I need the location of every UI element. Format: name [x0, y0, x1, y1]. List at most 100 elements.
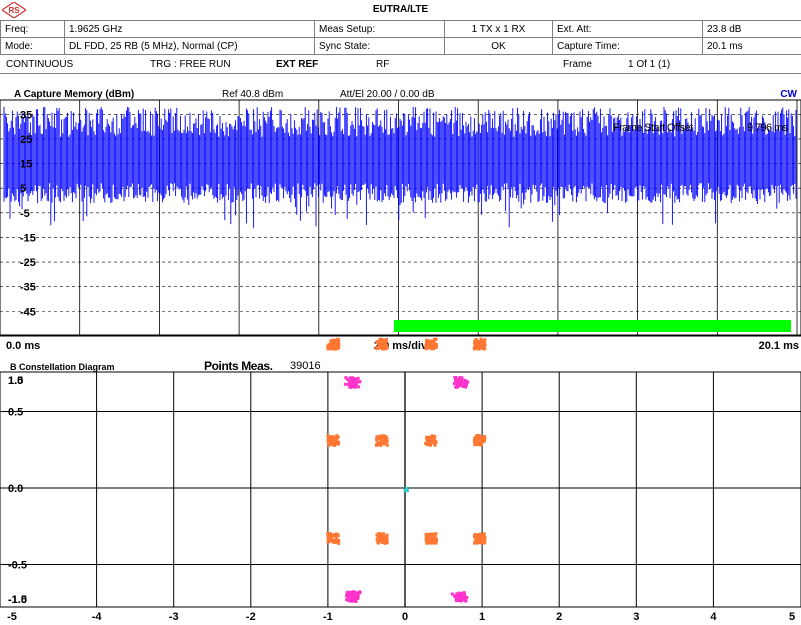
- constellation-point: [351, 377, 355, 381]
- constellation-point: [334, 343, 338, 347]
- constellation-point: [331, 342, 334, 345]
- constellation-point: [348, 599, 352, 603]
- constellation-cluster: [472, 337, 487, 351]
- constellation-panel-label: B Constellation Diagram: [10, 362, 115, 372]
- constellation-point: [475, 434, 479, 438]
- status-ext-ref: EXT REF: [276, 59, 319, 70]
- constellation-point: [474, 540, 478, 544]
- constellation-point: [375, 340, 379, 344]
- constellation-point: [326, 535, 330, 539]
- constellation-point: [375, 435, 379, 439]
- constellation-point: [453, 376, 457, 379]
- constellation-point: [474, 436, 477, 439]
- constellation-point: [477, 541, 481, 545]
- capture-trace: [3, 106, 797, 228]
- constellation-point: [379, 344, 383, 348]
- constellation-point: [459, 378, 463, 382]
- constellation-point: [425, 437, 429, 441]
- constellation-point: [433, 443, 437, 447]
- constellation-point: [345, 598, 349, 601]
- constellation-cluster: [424, 532, 438, 545]
- constellation-x-tick-label: -3: [169, 611, 179, 623]
- constellation-point: [430, 537, 434, 541]
- constellation-point: [450, 592, 454, 596]
- constellation-point: [329, 533, 333, 537]
- constellation-point: [382, 536, 386, 540]
- constellation-point: [429, 534, 433, 538]
- constellation-point: [481, 439, 485, 443]
- constellation-cluster: [326, 532, 341, 545]
- constellation-point: [356, 594, 360, 598]
- frame-start-offset-value: 9.796 ms: [747, 122, 788, 134]
- constellation-point: [479, 539, 483, 542]
- constellation-point: [385, 440, 389, 443]
- constellation-point: [331, 442, 335, 445]
- constellation-point: [378, 346, 382, 350]
- constellation-point: [434, 337, 438, 341]
- constellation-point: [375, 436, 379, 440]
- constellation-point: [454, 385, 458, 389]
- constellation-point: [429, 341, 433, 345]
- constellation-point: [348, 376, 352, 380]
- constellation-point: [336, 435, 340, 439]
- rohde-schwarz-logo-icon: RS: [2, 2, 26, 18]
- mode-label: Mode:: [0, 37, 65, 55]
- status-bar: CONTINUOUS TRG : FREE RUN EXT REF RF Fra…: [0, 57, 801, 74]
- constellation-point: [385, 535, 389, 538]
- constellation-point: [459, 382, 463, 386]
- constellation-point: [384, 435, 388, 439]
- constellation-point: [481, 537, 485, 541]
- constellation-point: [332, 533, 336, 537]
- constellation-point: [434, 441, 438, 445]
- constellation-point: [428, 541, 432, 545]
- constellation-point: [456, 599, 459, 602]
- constellation-cluster: [345, 590, 362, 603]
- constellation-point: [428, 443, 432, 447]
- constellation-cluster: [403, 486, 409, 493]
- constellation-point: [336, 342, 340, 346]
- constellation-point: [351, 382, 355, 386]
- constellation-point: [330, 347, 334, 350]
- constellation-y-tick-label: -1.0: [8, 594, 27, 606]
- constellation-point: [475, 343, 479, 347]
- points-meas-value: 39016: [290, 360, 321, 372]
- capture-y-tick-label: -15: [20, 232, 36, 244]
- constellation-point: [382, 341, 386, 345]
- constellation-y-tick-label: 1.0: [8, 375, 23, 387]
- constellation-point: [349, 381, 353, 385]
- constellation-point: [462, 595, 466, 599]
- constellation-point: [353, 384, 356, 388]
- constellation-point: [478, 439, 482, 442]
- constellation-point: [382, 539, 386, 543]
- constellation-point: [385, 443, 389, 447]
- constellation-y-tick-label: 1.5: [8, 375, 23, 387]
- constellation-point: [430, 438, 433, 442]
- constellation-point: [457, 596, 461, 600]
- constellation-point: [331, 539, 335, 543]
- constellation-point: [357, 380, 361, 384]
- constellation-x-tick-label: 1: [479, 611, 485, 623]
- constellation-point: [351, 591, 355, 595]
- constellation-point: [350, 599, 354, 603]
- constellation-point: [381, 533, 385, 537]
- constellation-point: [377, 342, 381, 346]
- constellation-point: [426, 340, 429, 344]
- constellation-point: [480, 339, 484, 343]
- points-meas-label: Points Meas.: [204, 359, 273, 373]
- constellation-point: [483, 541, 486, 545]
- capture-y-tick-label: -5: [20, 208, 30, 220]
- constellation-x-tick-label: 0: [402, 611, 408, 623]
- constellation-cluster: [343, 376, 362, 389]
- constellation-point: [350, 597, 354, 601]
- constellation-y-tick-label: 0.5: [8, 407, 23, 419]
- capture-ref-level: Ref 40.8 dBm: [222, 89, 284, 100]
- constellation-point: [429, 538, 433, 542]
- constellation-point: [428, 342, 432, 346]
- constellation-point: [352, 591, 356, 595]
- capture-time-value[interactable]: 20.1 ms: [702, 37, 801, 55]
- constellation-x-tick-label: 4: [710, 611, 717, 623]
- constellation-point: [329, 339, 333, 343]
- constellation-point: [432, 337, 436, 341]
